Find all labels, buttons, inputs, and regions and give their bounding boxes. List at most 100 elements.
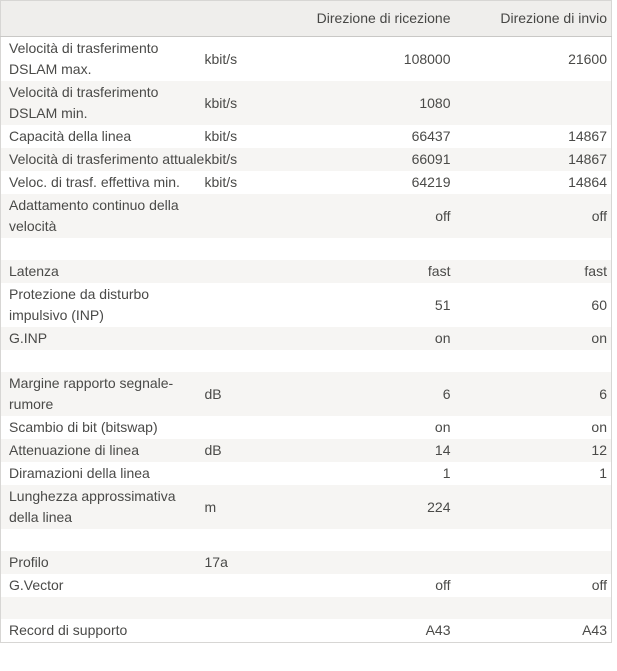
row-label: Velocità di trasferimento DSLAM max. — [9, 40, 159, 77]
row-value-tx: 1 — [599, 465, 607, 481]
row-value-rx: fast — [427, 263, 451, 279]
row-unit — [205, 574, 313, 597]
row-value-tx: 6 — [599, 385, 607, 402]
row-value-rx: on — [434, 419, 451, 435]
row-value-rx — [313, 551, 451, 574]
row-value-tx: fast — [584, 263, 607, 279]
spacer-cell — [1, 529, 612, 551]
row-value-rx: 108000 — [403, 50, 451, 67]
table-row-seamless-rate-adaptation: Adattamento continuo della velocità off … — [0, 194, 612, 238]
spacer-row — [0, 350, 612, 372]
row-label: Diramazioni della linea — [9, 465, 150, 481]
row-unit — [205, 416, 313, 439]
row-value-tx: off — [591, 207, 607, 224]
row-value-rx: 1080 — [419, 94, 451, 111]
table-row-inp: Protezione da disturbo impulsivo (INP) 5… — [0, 283, 612, 327]
row-value-rx: 66437 — [411, 128, 451, 144]
spacer-row — [0, 529, 612, 551]
row-value-rx: on — [434, 330, 451, 346]
spacer-cell — [1, 350, 612, 372]
table-row-min-effective-rate: Veloc. di trasf. effettiva min. kbit/s 6… — [0, 171, 612, 194]
table-row-latency: Latenza fast fast — [0, 260, 612, 283]
row-value-tx — [451, 81, 612, 125]
row-label: Protezione da disturbo impulsivo (INP) — [9, 286, 150, 323]
table-row-gvector: G.Vector off off — [0, 574, 612, 597]
row-value-rx: 64219 — [411, 174, 451, 190]
row-value-rx: A43 — [425, 622, 451, 638]
row-unit: 17a — [204, 554, 228, 570]
row-label: Adattamento continuo della velocità — [9, 197, 179, 234]
row-value-rx: 66091 — [411, 151, 451, 167]
row-value-tx: 14867 — [568, 128, 607, 144]
row-unit: kbit/s — [204, 151, 238, 167]
column-header-send-direction: Direzione di invio — [450, 0, 612, 37]
row-value-rx: 51 — [434, 296, 451, 313]
dsl-info-table: Direzione di ricezione Direzione di invi… — [0, 0, 612, 643]
row-value-rx: 1 — [442, 465, 451, 481]
row-label: Capacità della linea — [9, 128, 132, 144]
row-unit — [205, 283, 313, 327]
header-label-column — [0, 0, 205, 37]
row-unit — [205, 194, 313, 238]
table-row-line-attenuation: Attenuazione di linea dB 14 12 — [0, 439, 612, 462]
row-value-tx: 12 — [591, 442, 607, 458]
row-label: Margine rapporto segnale-rumore — [9, 375, 174, 412]
table-row-ginp: G.INP on on — [0, 327, 612, 350]
spacer-row — [0, 597, 612, 619]
row-unit: kbit/s — [204, 128, 238, 144]
row-value-rx: 224 — [427, 498, 451, 515]
row-value-tx — [451, 485, 612, 529]
row-label: Attenuazione di linea — [9, 442, 139, 458]
row-value-tx: on — [591, 330, 607, 346]
row-unit: dB — [204, 385, 222, 402]
row-unit — [205, 619, 313, 643]
table-header-row: Direzione di ricezione Direzione di invi… — [0, 0, 612, 37]
row-value-tx: 14867 — [568, 151, 607, 167]
table-row-dslam-min: Velocità di trasferimento DSLAM min. kbi… — [0, 81, 612, 125]
spacer-cell — [1, 597, 612, 619]
row-label: G.INP — [9, 330, 48, 346]
table-row-bridge-taps: Diramazioni della linea 1 1 — [0, 462, 612, 485]
row-unit: kbit/s — [204, 50, 238, 67]
row-label: G.Vector — [9, 577, 64, 593]
row-value-rx: 6 — [442, 385, 451, 402]
row-label: Record di supporto — [9, 622, 128, 638]
table-row-profile: Profilo 17a — [0, 551, 612, 574]
row-value-tx: 14864 — [568, 174, 607, 190]
table-row-line-capacity: Capacità della linea kbit/s 66437 14867 — [0, 125, 612, 148]
row-unit — [205, 462, 313, 485]
row-unit — [205, 327, 313, 350]
row-value-tx: off — [591, 577, 607, 593]
table-row-carrier-record: Record di supporto A43 A43 — [0, 619, 612, 643]
spacer-row — [0, 238, 612, 260]
row-value-tx — [451, 551, 612, 574]
table-row-approx-line-length: Lunghezza approssimativa della linea m 2… — [0, 485, 612, 529]
row-label: Latenza — [9, 263, 59, 279]
column-header-receive-direction: Direzione di ricezione — [312, 0, 451, 37]
spacer-cell — [1, 238, 612, 260]
table-row-bitswap: Scambio di bit (bitswap) on on — [0, 416, 612, 439]
row-value-rx: off — [435, 577, 451, 593]
table-row-current-rate: Velocità di trasferimento attuale kbit/s… — [0, 148, 612, 171]
row-value-tx: 21600 — [568, 50, 607, 67]
row-value-tx: A43 — [582, 622, 607, 638]
row-label: Veloc. di trasf. effettiva min. — [9, 174, 180, 190]
row-label: Lunghezza approssimativa della linea — [9, 488, 176, 525]
row-label: Velocità di trasferimento attuale — [9, 151, 205, 167]
row-unit: m — [204, 498, 217, 515]
table-row-dslam-max: Velocità di trasferimento DSLAM max. kbi… — [0, 36, 612, 81]
row-label: Velocità di trasferimento DSLAM min. — [9, 84, 159, 121]
row-value-rx: 14 — [434, 442, 451, 458]
table-row-snr-margin: Margine rapporto segnale-rumore dB 6 6 — [0, 372, 612, 416]
row-unit — [205, 260, 313, 283]
row-label: Scambio di bit (bitswap) — [9, 419, 158, 435]
row-value-tx: 60 — [591, 296, 607, 313]
row-value-tx: on — [591, 419, 607, 435]
row-unit: kbit/s — [204, 174, 238, 190]
row-value-rx: off — [435, 207, 451, 224]
row-label: Profilo — [9, 554, 49, 570]
row-unit: kbit/s — [204, 94, 238, 111]
header-unit-column — [204, 0, 313, 37]
row-unit: dB — [204, 442, 222, 458]
